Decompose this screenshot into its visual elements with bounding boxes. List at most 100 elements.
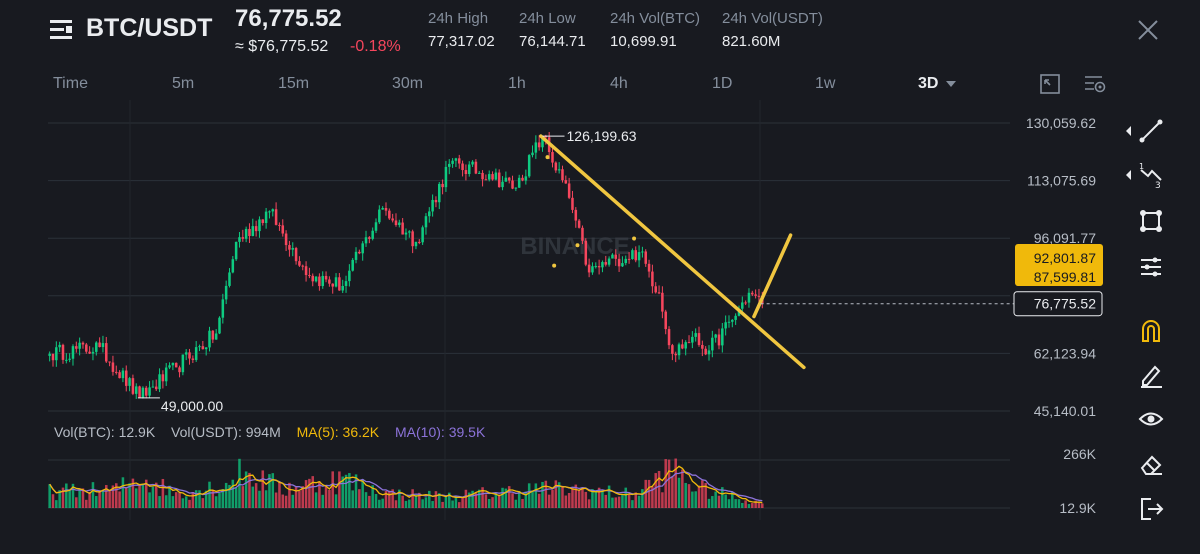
candle-body [321, 275, 324, 287]
candle-body [471, 161, 474, 165]
magnet-icon[interactable] [1138, 317, 1164, 343]
volume-bar [111, 485, 115, 508]
candle-body [388, 210, 391, 219]
tab-time[interactable]: Time [53, 75, 88, 92]
tab-3d[interactable]: 3D [918, 75, 939, 92]
candle-body [88, 351, 91, 354]
tab-1w[interactable]: 1w [815, 75, 836, 92]
expand-left-icon[interactable] [1124, 162, 1132, 188]
line-tool-icon[interactable] [1138, 118, 1164, 144]
tab-1h[interactable]: 1h [508, 75, 526, 92]
exit-icon[interactable] [1138, 496, 1164, 522]
volume-bar [81, 488, 85, 508]
candle-body [75, 346, 78, 349]
settings-list-icon[interactable] [1138, 254, 1164, 280]
volume-bar [531, 491, 534, 508]
price-axis-label: 113,075.69 [1027, 173, 1096, 189]
price-chart[interactable]: BINANCE126,199.6349,000.00130,059.62113,… [0, 100, 1110, 520]
candle-body [201, 346, 205, 350]
volume-bar [444, 495, 448, 508]
volume-bar [51, 494, 55, 508]
candle-body [404, 232, 408, 235]
candle-body [497, 172, 501, 188]
volume-bar [494, 493, 498, 508]
candle-body [641, 251, 644, 253]
tab-15m[interactable]: 15m [278, 75, 310, 92]
pair-title[interactable]: BTC/USDT [86, 14, 213, 42]
volume-bar [344, 474, 348, 508]
candle-body [188, 352, 191, 359]
volume-bar [418, 492, 421, 508]
volume-bar [381, 498, 384, 508]
volume-bar [244, 471, 248, 508]
volume-bar [341, 476, 344, 508]
candle-body [398, 222, 401, 225]
candle-body [411, 231, 414, 247]
candle-body [278, 224, 281, 226]
fib-tool-icon[interactable]: 1 3 [1138, 162, 1164, 188]
volume-bar [631, 500, 634, 508]
volume-bar [138, 485, 141, 508]
volume-bar [551, 489, 554, 508]
tab-5m[interactable]: 5m [172, 75, 195, 92]
candle-body [454, 158, 458, 161]
tab-1d[interactable]: 1D [712, 75, 733, 92]
eraser-icon[interactable] [1138, 452, 1164, 478]
candle-body [561, 169, 564, 181]
stat-24h-low-value: 76,144.71 [519, 33, 586, 50]
candle-body [378, 209, 381, 223]
shape-tool-icon[interactable] [1138, 208, 1164, 234]
chart-type-icon[interactable] [1038, 72, 1062, 96]
volume-bar [507, 486, 511, 508]
candle-body [691, 336, 694, 343]
volume-bar [681, 469, 684, 508]
volume-bar [434, 491, 438, 508]
candle-body [181, 354, 185, 373]
volume-bar [188, 499, 191, 508]
menu-icon[interactable] [48, 16, 76, 44]
volume-bar [641, 489, 644, 508]
candle-body [434, 199, 438, 203]
candle-body [161, 374, 165, 382]
volume-bar [234, 487, 238, 508]
candle-body [711, 337, 714, 351]
candle-body [757, 295, 761, 297]
volume-bar [757, 502, 761, 508]
drawing-anchor-dot [632, 236, 637, 241]
volume-bar [587, 499, 591, 508]
candle-body [164, 367, 168, 382]
volume-bar [281, 494, 285, 508]
volume-bar [534, 483, 538, 508]
volume-bar [554, 480, 558, 508]
indicator-settings-icon[interactable] [1082, 72, 1108, 96]
candle-body [284, 233, 288, 246]
candle-body [151, 386, 155, 388]
eye-icon[interactable] [1138, 406, 1164, 432]
tab-30m[interactable]: 30m [392, 75, 424, 92]
candle-body [457, 158, 461, 164]
candle-body [444, 166, 448, 188]
chevron-down-icon[interactable] [945, 79, 957, 89]
candle-body [744, 302, 747, 304]
pencil-icon[interactable] [1138, 362, 1164, 388]
volume-bar [98, 490, 101, 508]
volume-bar [198, 490, 201, 508]
volume-bar [401, 495, 404, 508]
candle-body [328, 279, 331, 284]
candle-body [281, 225, 285, 234]
drawing-anchor-dot [545, 155, 550, 160]
candle-body [248, 228, 251, 237]
candle-body [361, 243, 364, 254]
tab-4h[interactable]: 4h [610, 75, 628, 92]
candle-body [154, 386, 158, 390]
candle-body [101, 343, 105, 348]
volume-bar [134, 488, 138, 508]
expand-left-icon[interactable] [1124, 118, 1132, 144]
candle-body [544, 136, 548, 138]
candle-body [524, 176, 528, 181]
volume-bar [497, 494, 501, 508]
close-icon[interactable] [1134, 16, 1162, 44]
volume-bar [48, 484, 51, 508]
candle-body [141, 387, 145, 398]
volume-bar [487, 498, 491, 508]
